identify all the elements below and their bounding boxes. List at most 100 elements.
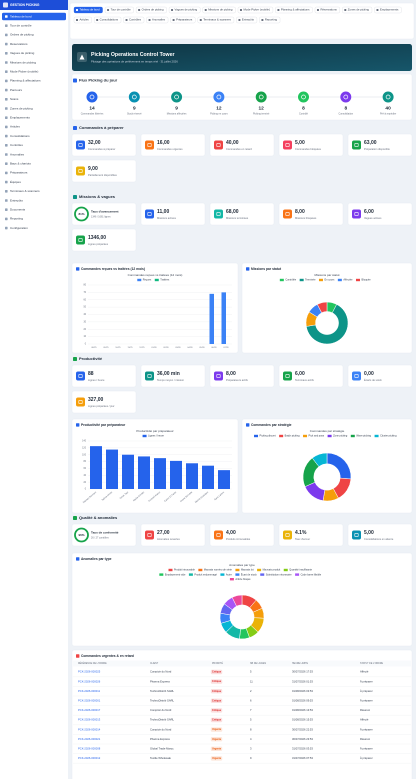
legend-item[interactable]: Produit endommagé: [188, 573, 218, 576]
legend-item[interactable]: Quantité insuffisante: [283, 569, 313, 572]
legend-label[interactable]: Autre: [226, 573, 233, 576]
tab[interactable]: Entrepôts: [236, 16, 258, 24]
menu-item[interactable]: Entrepôts: [10, 198, 23, 202]
tab[interactable]: Missions de picking: [202, 6, 236, 14]
tab-label[interactable]: Emplacements: [380, 8, 399, 12]
legend-item[interactable]: Affectée: [337, 279, 353, 282]
legend-label[interactable]: Wave picking: [356, 435, 371, 438]
legend-item[interactable]: Emplacement vide: [159, 573, 186, 576]
tab[interactable]: Contrôles: [123, 16, 145, 24]
legend-label[interactable]: Terminée: [305, 279, 316, 282]
tab[interactable]: Vagues de picking: [168, 6, 201, 14]
legend-item[interactable]: Zone picking: [327, 435, 348, 438]
legend-label[interactable]: Mauvais numéro de série: [204, 569, 233, 572]
menu-item[interactable]: Zones de picking: [10, 106, 33, 110]
menu-item[interactable]: Bacs & chariots: [10, 161, 31, 165]
tab-label[interactable]: Ordres de picking: [142, 8, 164, 12]
doughnut-segment[interactable]: [311, 452, 328, 467]
tab[interactable]: Planning & affectations: [275, 6, 313, 14]
menu-item[interactable]: Préparateurs: [10, 171, 28, 175]
menu-item[interactable]: Contrôles: [10, 143, 23, 147]
legend-label[interactable]: Reçues: [143, 279, 152, 282]
menu-item[interactable]: Mode Picker (mobile): [10, 69, 38, 73]
legend-label[interactable]: Code barre illisible: [301, 573, 322, 576]
tab-label[interactable]: Articles: [80, 18, 90, 22]
tab[interactable]: Tableau de bord: [73, 6, 103, 14]
tab-label[interactable]: Missions de picking: [208, 8, 233, 12]
legend-item[interactable]: Autre: [220, 573, 232, 576]
tab[interactable]: Terminaux & scanners: [197, 16, 235, 24]
tab-label[interactable]: Terminaux & scanners: [203, 18, 231, 22]
doughnut-segment[interactable]: [231, 594, 243, 607]
tab[interactable]: Tour de contrôle: [104, 6, 134, 14]
menu-item[interactable]: Tableau de bord: [10, 14, 32, 18]
menu-item[interactable]: Équipes: [10, 179, 21, 184]
order-link[interactable]: PCK-2026-000001: [78, 699, 101, 703]
tab[interactable]: Anomalies: [146, 16, 169, 24]
tab[interactable]: Zones de picking: [342, 6, 373, 14]
menu-item[interactable]: Documents: [10, 207, 26, 211]
legend-item[interactable]: Wave picking: [350, 435, 372, 438]
order-link[interactable]: PCK-2026-000012: [78, 756, 101, 760]
order-link[interactable]: PCK-2026-000021: [78, 737, 101, 741]
legend-label[interactable]: Affectée: [343, 279, 353, 282]
menu-item[interactable]: Configuration: [10, 226, 28, 230]
legend-label[interactable]: Picking discret: [260, 435, 276, 438]
legend-label[interactable]: Traitées: [160, 279, 170, 282]
tab-label[interactable]: Mode Picker (mobile): [243, 8, 269, 12]
legend-item[interactable]: Lignes / heure: [142, 435, 165, 438]
legend-item[interactable]: Mauvais numéro de série: [198, 569, 233, 572]
legend-label[interactable]: Pick and pass: [309, 435, 325, 438]
order-link[interactable]: PCK-2026-000025: [78, 670, 101, 674]
legend-item[interactable]: Bloquée: [355, 279, 371, 282]
menu-item[interactable]: Scans: [10, 97, 19, 101]
legend-item[interactable]: En cours: [318, 279, 335, 282]
menu-item[interactable]: Missions de picking: [10, 60, 36, 64]
tab-label[interactable]: Entrepôts: [242, 18, 255, 22]
tab-label[interactable]: Zones de picking: [348, 8, 370, 12]
tab[interactable]: Ordres de picking: [135, 6, 167, 14]
legend-label[interactable]: Article bloqué: [235, 578, 251, 581]
tab-label[interactable]: Tour de contrôle: [111, 8, 132, 12]
order-link[interactable]: PCK-2026-000014: [78, 727, 101, 731]
order-link[interactable]: PCK-2026-000013: [78, 718, 101, 722]
legend-label[interactable]: Batch picking: [285, 435, 300, 438]
legend-item[interactable]: Code barre illisible: [295, 573, 322, 576]
order-link[interactable]: PCK-2026-000017: [78, 708, 101, 712]
tab-label[interactable]: Préparateurs: [176, 18, 193, 22]
tab-label[interactable]: Reporting: [265, 18, 278, 22]
legend-item[interactable]: Terminée: [299, 279, 316, 282]
tab[interactable]: Consolidations: [94, 16, 122, 24]
legend-label[interactable]: Mauvais lot: [241, 569, 254, 572]
legend-label[interactable]: Substitution nécessaire: [266, 573, 292, 576]
menu-item[interactable]: Planning & affectations: [10, 79, 41, 83]
legend-item[interactable]: Traitées: [154, 279, 170, 282]
legend-label[interactable]: Emplacement vide: [165, 573, 186, 576]
legend-item[interactable]: Produit introuvable: [168, 569, 196, 572]
menu-item[interactable]: Tour de contrôle: [10, 23, 32, 27]
legend-item[interactable]: Cluster picking: [374, 435, 398, 438]
legend-label[interactable]: Zone picking: [333, 435, 348, 438]
doughnut-segment[interactable]: [316, 301, 328, 314]
tab[interactable]: Mode Picker (mobile): [237, 6, 274, 14]
legend-label[interactable]: Produit introuvable: [174, 569, 195, 572]
menu-item[interactable]: Parcours: [10, 88, 23, 92]
tab-label[interactable]: Réservations: [320, 8, 337, 12]
menu-item[interactable]: Reporting: [10, 217, 23, 221]
legend-label[interactable]: Contrôlée: [285, 279, 296, 282]
menu-item[interactable]: Emplacements: [10, 115, 30, 119]
legend-label[interactable]: Lignes / heure: [148, 435, 164, 438]
legend-item[interactable]: Article bloqué: [229, 578, 251, 581]
legend-label[interactable]: En cours: [324, 279, 335, 282]
menu-item[interactable]: Réservations: [10, 42, 28, 46]
menu-item[interactable]: Articles: [10, 125, 20, 129]
legend-item[interactable]: Mauvais produit: [257, 569, 281, 572]
tab-label[interactable]: Vagues de picking: [175, 8, 198, 12]
tab[interactable]: Reporting: [259, 16, 281, 24]
legend-label[interactable]: Quantité insuffisante: [289, 569, 312, 572]
tab[interactable]: Emplacements: [374, 6, 402, 14]
menu-item[interactable]: Terminaux & scanners: [10, 189, 40, 193]
legend-item[interactable]: Pick and pass: [303, 435, 325, 438]
legend-item[interactable]: Reçues: [137, 279, 152, 282]
legend-item[interactable]: Écart de stock: [235, 573, 257, 576]
